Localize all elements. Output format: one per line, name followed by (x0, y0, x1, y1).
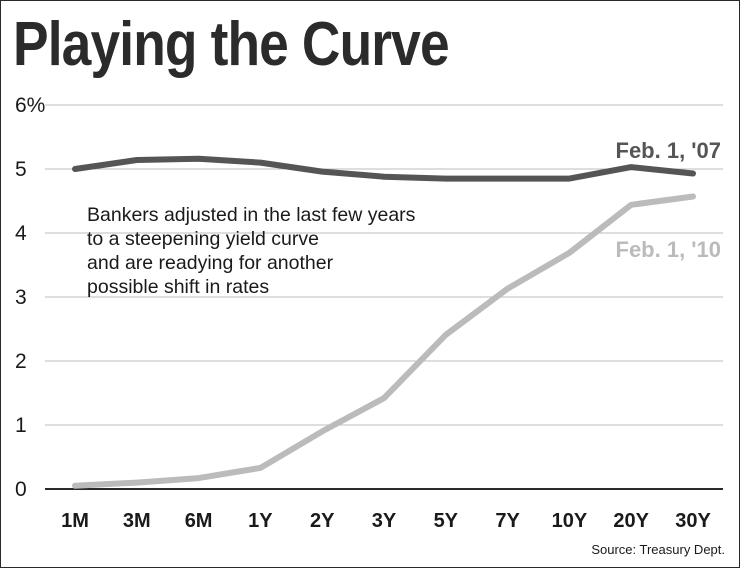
annotation-line-2: to a steepening yield curve (87, 228, 319, 250)
series-line-feb-2007 (72, 155, 696, 182)
x-tick-label-5y: 5Y (434, 510, 459, 532)
y-tick-label-3: 3 (15, 286, 27, 309)
annotation-line-3: and are readying for another (87, 252, 334, 274)
y-axis-ticks: 0 1 2 3 4 5 6% (15, 94, 45, 501)
series-line-feb-2010 (72, 193, 696, 489)
annotation-line-4: possible shift in rates (87, 276, 270, 298)
x-tick-label-2y: 2Y (310, 510, 335, 532)
series-label-feb-2007: Feb. 1, '07 (616, 138, 722, 163)
y-tick-label-2: 2 (15, 350, 27, 373)
y-tick-label-1: 1 (15, 414, 27, 437)
series-label-feb-2010: Feb. 1, '10 (616, 237, 722, 262)
chart-annotation: Bankers adjusted in the last few years t… (87, 203, 415, 299)
y-tick-label-0: 0 (15, 478, 27, 501)
x-tick-label-20y: 20Y (613, 510, 649, 532)
gridlines (45, 104, 723, 490)
x-tick-label-30y: 30Y (675, 510, 711, 532)
series-lines (72, 155, 696, 489)
y-tick-label-5: 5 (15, 158, 27, 181)
x-axis-ticks: 1M 3M 6M 1Y 2Y 3Y 5Y 7Y 10Y 20Y 30Y (61, 510, 711, 532)
series-labels: Feb. 1, '07 Feb. 1, '10 (616, 138, 722, 262)
x-tick-label-1y: 1Y (248, 510, 273, 532)
x-tick-label-10y: 10Y (552, 510, 588, 532)
annotation-line-1: Bankers adjusted in the last few years (87, 204, 416, 226)
x-tick-label-3y: 3Y (372, 510, 397, 532)
y-tick-label-6: 6% (15, 94, 45, 117)
chart-title: Playing the Curve (13, 10, 450, 79)
x-tick-label-1m: 1M (61, 510, 89, 532)
y-tick-label-4: 4 (15, 222, 27, 245)
x-tick-label-6m: 6M (185, 510, 213, 532)
source-note: Source: Treasury Dept. (591, 542, 725, 557)
x-tick-label-7y: 7Y (495, 510, 520, 532)
x-tick-label-3m: 3M (123, 510, 151, 532)
